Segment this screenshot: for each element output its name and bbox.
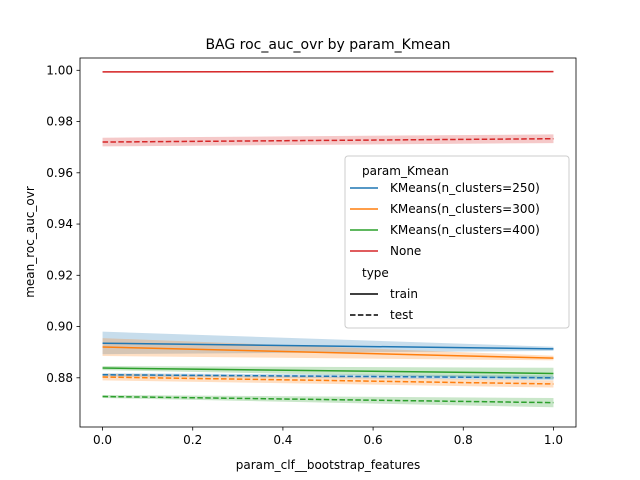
x-tick-label: 0.0 — [93, 433, 112, 447]
x-tick-label: 0.6 — [364, 433, 383, 447]
x-tick-label: 0.2 — [183, 433, 202, 447]
chart-title: BAG roc_auc_ovr by param_Kmean — [205, 37, 450, 53]
series-line-3 — [102, 367, 554, 375]
y-tick-label: 0.88 — [46, 371, 73, 385]
y-tick-label: 0.92 — [46, 268, 73, 282]
x-axis-label: param_clf__bootstrap_features — [236, 458, 421, 472]
legend-style-label-2: test — [390, 308, 413, 322]
y-tick-label: 1.00 — [46, 63, 73, 77]
y-tick-label: 0.90 — [46, 320, 73, 334]
x-tick-label: 0.8 — [454, 433, 473, 447]
y-tick-label: 0.98 — [46, 115, 73, 129]
y-tick-label: 0.94 — [46, 217, 73, 231]
x-tick-label: 1.0 — [544, 433, 563, 447]
y-axis: 0.88 0.90 0.92 0.94 0.96 0.98 1.00 — [46, 63, 80, 385]
ci-band-1 — [102, 331, 554, 355]
legend-frame — [344, 155, 570, 329]
x-tick-label: 0.4 — [273, 433, 292, 447]
legend-style-label-1: train — [390, 287, 418, 301]
series-line-6 — [102, 376, 554, 385]
legend-hue-title: param_Kmean — [362, 164, 449, 178]
legend-hue-label-3: KMeans(n_clusters=400) — [390, 223, 540, 237]
legend: param_Kmean KMeans(n_clusters=250)KMeans… — [344, 155, 570, 329]
plot-area — [79, 57, 577, 428]
x-axis: 0.0 0.2 0.4 0.6 0.8 1.0 — [93, 427, 563, 447]
legend-hue-label-1: KMeans(n_clusters=250) — [390, 181, 540, 195]
legend-hue-entries: KMeans(n_clusters=250) KMeans(n_clusters=… — [350, 181, 540, 258]
legend-hue-label-4: None — [390, 244, 421, 258]
series-line-1 — [102, 342, 554, 350]
series-line-5 — [102, 373, 554, 379]
series-line-2 — [102, 346, 554, 359]
series-line-7 — [102, 395, 554, 404]
legend-hue-label-2: KMeans(n_clusters=300) — [390, 202, 540, 216]
series-line-8 — [102, 137, 554, 143]
legend-style-entries: train test — [350, 287, 418, 322]
plot-frame — [79, 57, 577, 428]
y-tick-label: 0.96 — [46, 166, 73, 180]
y-axis-label: mean_roc_auc_ovr — [23, 186, 37, 298]
legend-style-title: type — [362, 266, 389, 280]
series-lines — [102, 70, 554, 404]
